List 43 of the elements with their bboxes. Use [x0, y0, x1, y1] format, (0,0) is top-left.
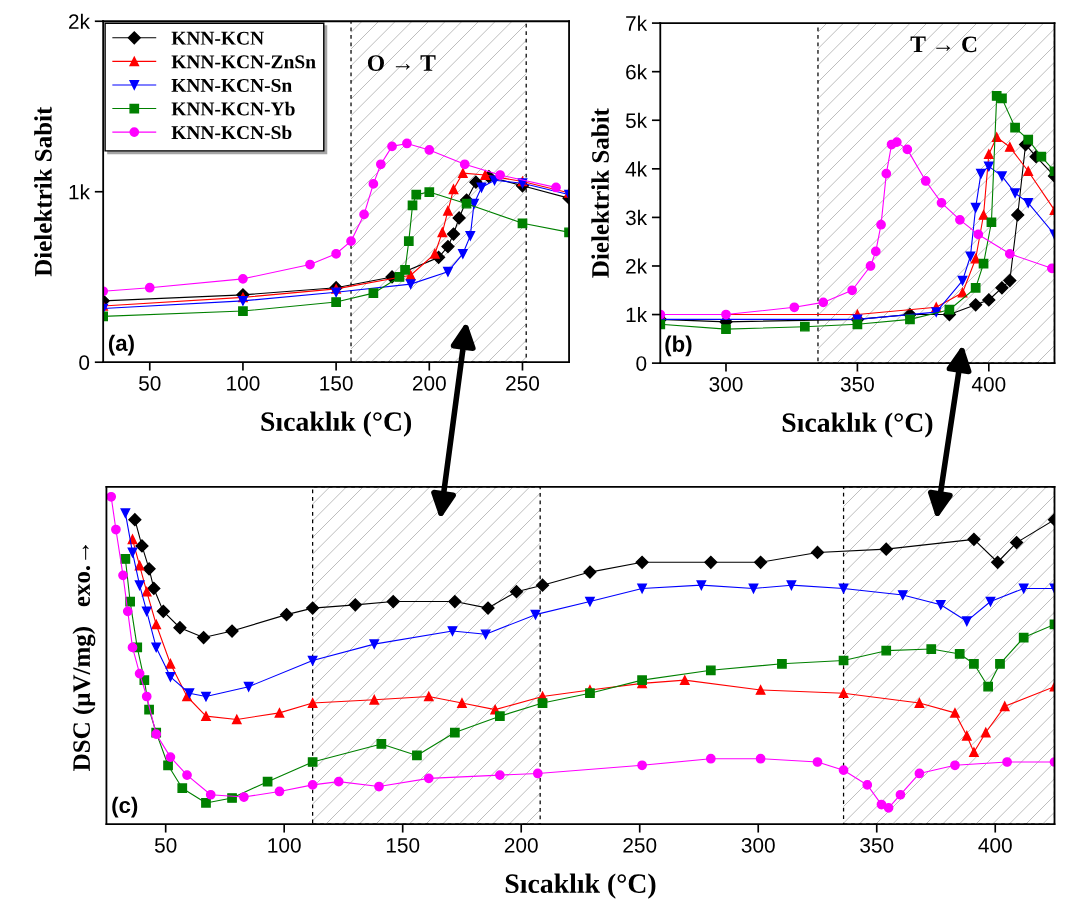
legend-label: KNN-KCN-Sb: [171, 125, 292, 140]
x-tick-label: 50: [154, 837, 177, 853]
legend-label: KNN-KCN-Sn: [171, 78, 292, 92]
y-tick-label: 0: [79, 355, 90, 370]
x-tick-label: 150: [386, 837, 420, 853]
legend-label: KNN-KCN-Yb: [171, 101, 295, 116]
y-tick-label: 3k: [625, 209, 648, 226]
annotation: (a): [108, 334, 134, 356]
legend-label: KNN-KCN: [171, 31, 264, 45]
x-axis-title: Sıcaklık (°C): [261, 411, 412, 437]
x-tick-label: 150: [320, 375, 353, 391]
y-tick-label: 6k: [626, 64, 648, 80]
x-axis-title: Sıcaklık (°C): [782, 412, 933, 438]
y-tick-label: 5k: [625, 112, 648, 129]
x-tick-label: 200: [504, 837, 538, 853]
y-axis-title: DSC (μV/mg) exo.→: [72, 544, 96, 771]
x-tick-label: 100: [268, 837, 301, 853]
y-tick-label: 1k: [626, 307, 648, 323]
x-axis-title: Sıcaklık (°C): [505, 873, 656, 899]
x-tick-label: 350: [860, 837, 894, 853]
annotation: (c): [112, 796, 138, 818]
x-tick-label: 300: [741, 837, 775, 853]
y-tick-label: 0: [636, 356, 647, 371]
y-tick-label: 4k: [625, 161, 648, 177]
y-tick-label: 2k: [626, 258, 648, 274]
x-tick-label: 400: [971, 376, 1006, 392]
y-tick-label: 2k: [69, 13, 91, 29]
y-axis-title: Dielektrik Sabit: [34, 106, 52, 277]
y-axis-title: Dielektrik Sabit: [591, 108, 609, 278]
x-tick-label: 250: [623, 837, 657, 853]
annotation: O → T: [367, 55, 436, 72]
annotation: T → C: [910, 36, 977, 53]
x-tick-label: 100: [227, 375, 260, 391]
x-tick-label: 300: [709, 376, 743, 392]
x-tick-label: 200: [412, 375, 446, 391]
x-tick-label: 350: [840, 376, 874, 392]
x-tick-label: 400: [978, 837, 1012, 853]
x-tick-label: 50: [139, 375, 161, 391]
y-tick-label: 1k: [69, 184, 91, 200]
legend-label: KNN-KCN-ZnSn: [171, 55, 316, 69]
annotation: (b): [665, 335, 692, 357]
y-tick-label: 7k: [626, 15, 648, 31]
x-tick-label: 250: [506, 375, 540, 391]
